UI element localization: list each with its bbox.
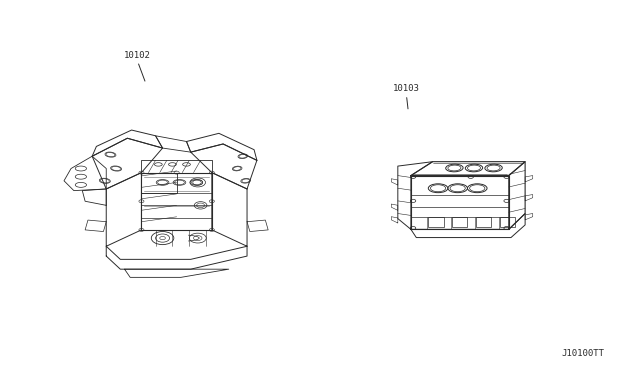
Text: J10100TT: J10100TT (562, 349, 605, 358)
Text: 10103: 10103 (393, 84, 420, 93)
Bar (476, 217, 492, 227)
Text: 10102: 10102 (124, 51, 151, 60)
Bar (452, 217, 467, 227)
Bar (500, 217, 515, 227)
Bar (428, 217, 444, 227)
